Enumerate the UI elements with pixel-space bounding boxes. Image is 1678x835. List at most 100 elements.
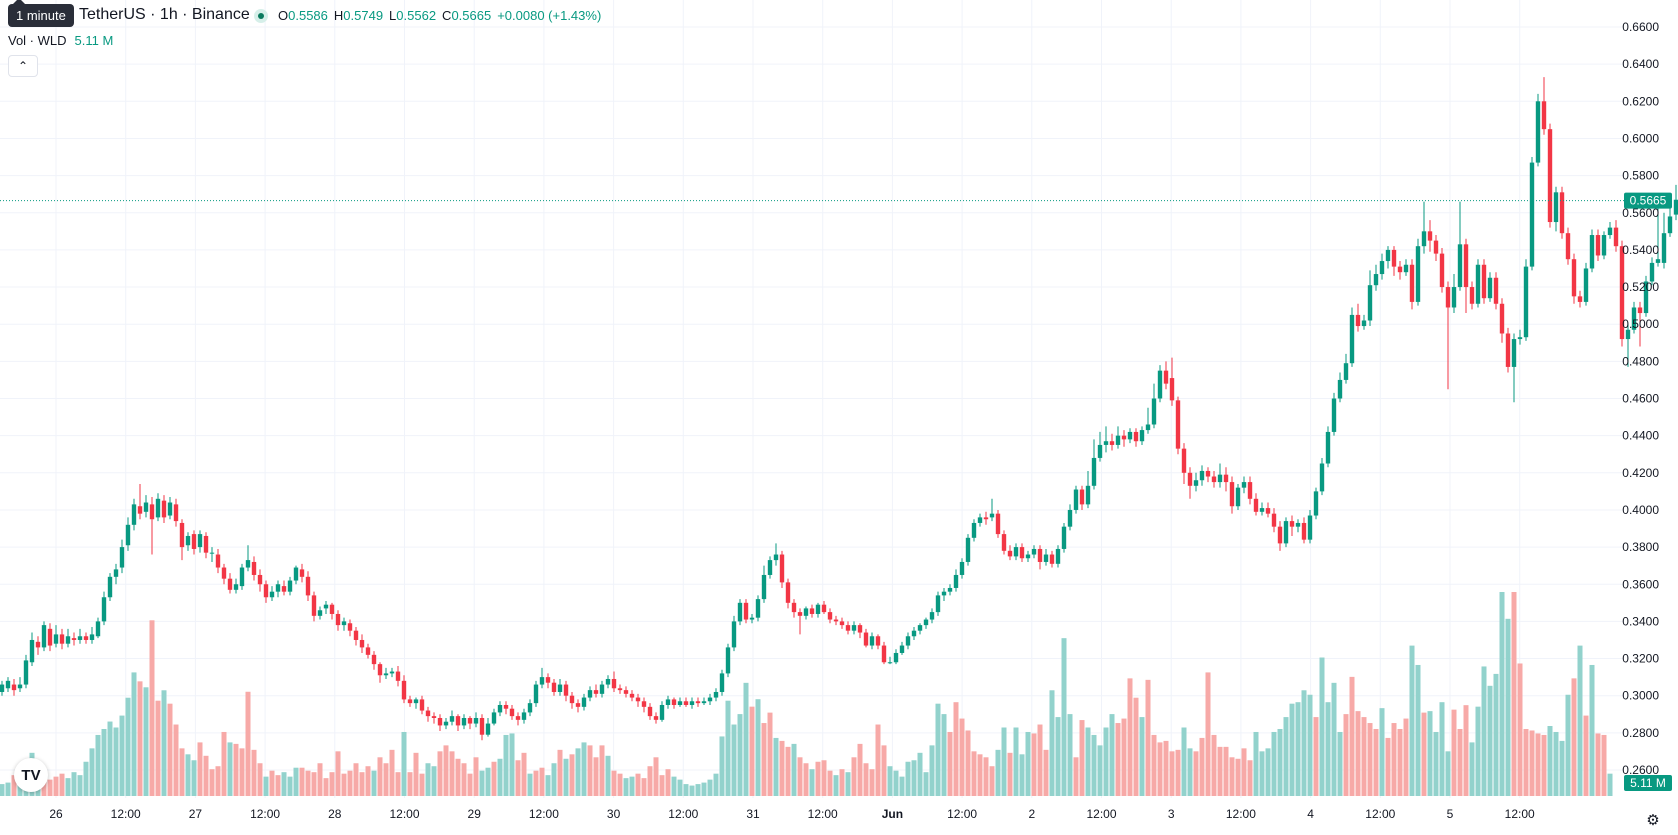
candle-body xyxy=(743,602,749,620)
candle xyxy=(1223,467,1229,492)
price-axis[interactable]: 0.6600 0.6400 0.6200 0.6000 0.5800 0.5600 0.54… xyxy=(1622,20,1659,777)
candle-body xyxy=(275,584,281,592)
volume-bar xyxy=(59,773,65,796)
volume-bar xyxy=(1283,717,1289,796)
candle xyxy=(1445,281,1451,390)
volume-bar xyxy=(1025,731,1031,796)
volume-bar xyxy=(65,778,71,796)
volume-bar xyxy=(89,748,95,796)
candle-body xyxy=(23,660,29,685)
candle-body xyxy=(71,638,77,640)
volume-bar xyxy=(491,761,497,796)
volume-bar xyxy=(1553,731,1559,796)
low-value: 0.5562 xyxy=(396,8,437,23)
volume-bar xyxy=(167,703,173,796)
volume-bar xyxy=(1289,703,1295,796)
volume-bar xyxy=(971,751,977,796)
candle xyxy=(545,673,551,689)
candle xyxy=(869,632,875,650)
candle xyxy=(107,573,113,601)
time-axis[interactable]: 26 12:00 27 12:00 28 12:00 29 12:00 30 12:00 31 12:… xyxy=(49,807,1535,821)
collapse-legend-button[interactable]: ⌃ xyxy=(8,55,38,77)
candle-body xyxy=(581,697,587,707)
volume-legend[interactable]: Vol · WLD 5.11 M xyxy=(8,33,113,48)
candle xyxy=(899,641,905,655)
candle-body xyxy=(1361,320,1367,327)
candle-body xyxy=(671,699,677,705)
volume-bar xyxy=(1367,723,1373,796)
volume-bar xyxy=(1241,748,1247,796)
candle-body xyxy=(347,623,353,631)
candle-body xyxy=(815,604,821,614)
volume-bar xyxy=(557,749,563,796)
volume-bar xyxy=(935,703,941,796)
candle xyxy=(1619,240,1625,347)
time-tick-label: 12:00 xyxy=(111,807,141,821)
market-status-icon[interactable] xyxy=(254,9,268,23)
volume-bar xyxy=(1139,717,1145,796)
symbol-title[interactable]: TetherUS · 1h · Binance xyxy=(79,6,250,23)
gear-icon[interactable]: ⚙ xyxy=(1646,812,1660,829)
candle-body xyxy=(251,561,257,575)
volume-bar xyxy=(1013,727,1019,796)
volume-bar xyxy=(1031,733,1037,796)
candle-body xyxy=(491,712,497,724)
candle xyxy=(1529,157,1535,271)
volume-bar xyxy=(869,769,875,796)
volume-bar xyxy=(1409,645,1415,796)
time-tick-label: 30 xyxy=(607,807,621,821)
volume-bar xyxy=(1229,757,1235,796)
candle xyxy=(1463,238,1469,314)
candle-body xyxy=(1505,333,1511,367)
volume-bar xyxy=(863,763,869,796)
price-tick-label: 0.4400 xyxy=(1622,429,1659,443)
volume-bar xyxy=(791,743,797,796)
price-tick-label: 0.3200 xyxy=(1622,652,1659,666)
volume-bar xyxy=(1217,746,1223,796)
candle xyxy=(551,678,557,696)
candle-body xyxy=(95,621,101,637)
volume-bar xyxy=(875,724,881,796)
candle-body xyxy=(551,682,557,692)
candle-body xyxy=(329,604,335,614)
candle-body xyxy=(317,610,323,616)
volume-bar xyxy=(407,772,413,796)
candle xyxy=(1349,307,1355,367)
candle xyxy=(1205,467,1211,483)
candle-body xyxy=(1481,264,1487,299)
candle-body xyxy=(1295,522,1301,527)
candle xyxy=(113,563,119,585)
candle xyxy=(917,623,923,635)
candle-body xyxy=(1673,199,1678,215)
volume-bar xyxy=(731,724,737,796)
candle-body xyxy=(665,699,671,705)
tradingview-logo-icon[interactable]: TV xyxy=(14,758,48,792)
volume-bar xyxy=(959,718,965,796)
candle-body xyxy=(893,652,899,663)
volume-bar xyxy=(1271,731,1277,796)
candle xyxy=(1457,201,1463,291)
candle xyxy=(527,699,533,717)
candle-body xyxy=(1631,307,1637,330)
candle-body xyxy=(1421,231,1427,247)
volume-bar xyxy=(809,769,815,796)
volume-bar xyxy=(83,761,89,796)
volume-bar xyxy=(425,763,431,796)
candle-body xyxy=(1031,548,1037,555)
candle xyxy=(875,634,881,650)
volume-label: Vol · WLD xyxy=(8,33,67,48)
candle xyxy=(539,667,545,689)
candle-body xyxy=(569,695,575,704)
candle xyxy=(755,595,761,622)
candle-body xyxy=(311,595,317,616)
volume-bar xyxy=(647,766,653,796)
candle xyxy=(1163,361,1169,390)
candle xyxy=(1643,275,1649,317)
volume-bar xyxy=(209,769,215,796)
chart-grid xyxy=(0,0,1624,798)
candle xyxy=(125,517,131,551)
price-tick-label: 0.5600 xyxy=(1622,206,1659,220)
volume-bar xyxy=(107,721,113,796)
volume-bar xyxy=(965,730,971,796)
